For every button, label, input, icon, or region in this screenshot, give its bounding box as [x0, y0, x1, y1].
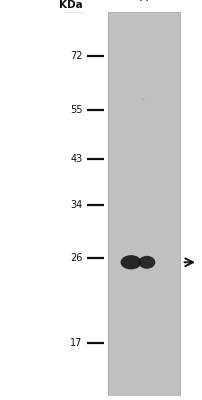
Text: 55: 55 — [70, 105, 82, 115]
Text: 72: 72 — [70, 51, 82, 61]
Ellipse shape — [120, 255, 141, 270]
Text: A: A — [140, 0, 147, 4]
Bar — [108, 12, 179, 396]
Ellipse shape — [138, 256, 155, 269]
Text: 17: 17 — [70, 338, 82, 348]
Text: 43: 43 — [70, 154, 82, 164]
Text: 26: 26 — [70, 254, 82, 264]
Text: KDa: KDa — [59, 0, 82, 10]
Text: 34: 34 — [70, 200, 82, 210]
